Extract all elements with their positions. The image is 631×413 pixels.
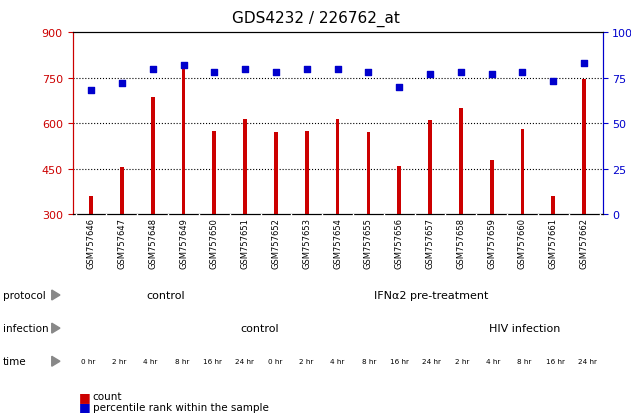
Bar <box>428 121 432 215</box>
Bar <box>213 131 216 215</box>
Text: GSM757653: GSM757653 <box>302 218 311 269</box>
Point <box>363 70 374 76</box>
Text: HIV infection: HIV infection <box>489 323 560 333</box>
Point <box>548 79 558 85</box>
Text: 16 hr: 16 hr <box>203 358 222 364</box>
Text: 8 hr: 8 hr <box>517 358 532 364</box>
Text: time: time <box>3 356 27 366</box>
Text: GSM757650: GSM757650 <box>210 218 219 269</box>
Bar <box>274 133 278 215</box>
Text: 4 hr: 4 hr <box>487 358 500 364</box>
Text: GSM757662: GSM757662 <box>580 218 589 269</box>
Text: IFNα2 pre-treatment: IFNα2 pre-treatment <box>374 290 488 300</box>
Point <box>302 66 312 73</box>
Text: 2 hr: 2 hr <box>455 358 469 364</box>
Bar <box>120 168 124 215</box>
Text: 24 hr: 24 hr <box>235 358 254 364</box>
Bar <box>459 109 463 215</box>
Text: 16 hr: 16 hr <box>391 358 410 364</box>
Text: GSM757647: GSM757647 <box>117 218 126 269</box>
Bar <box>582 80 586 215</box>
Text: ■: ■ <box>79 400 91 413</box>
Point <box>333 66 343 73</box>
Text: GSM757654: GSM757654 <box>333 218 342 269</box>
Text: 16 hr: 16 hr <box>546 358 565 364</box>
Point <box>271 70 281 76</box>
Text: 24 hr: 24 hr <box>577 358 596 364</box>
Point <box>517 70 528 76</box>
Text: percentile rank within the sample: percentile rank within the sample <box>93 402 269 412</box>
Bar <box>89 197 93 215</box>
Bar <box>521 130 524 215</box>
Bar <box>244 119 247 215</box>
Bar <box>551 197 555 215</box>
Point <box>579 61 589 67</box>
Text: GSM757661: GSM757661 <box>549 218 558 269</box>
Text: protocol: protocol <box>3 290 46 300</box>
Text: infection: infection <box>3 323 49 333</box>
Text: 2 hr: 2 hr <box>112 358 127 364</box>
Text: GSM757657: GSM757657 <box>425 218 435 269</box>
Point <box>179 62 189 69</box>
Text: GSM757658: GSM757658 <box>456 218 465 269</box>
Text: 4 hr: 4 hr <box>143 358 158 364</box>
Text: GSM757646: GSM757646 <box>86 218 95 269</box>
Text: control: control <box>147 290 186 300</box>
Bar <box>398 166 401 215</box>
Bar <box>367 133 370 215</box>
Text: 2 hr: 2 hr <box>299 358 314 364</box>
Text: GSM757649: GSM757649 <box>179 218 188 269</box>
Bar <box>182 68 186 215</box>
Point <box>240 66 250 73</box>
Text: 24 hr: 24 hr <box>422 358 440 364</box>
Text: count: count <box>93 392 122 401</box>
Text: 4 hr: 4 hr <box>331 358 345 364</box>
Text: GSM757660: GSM757660 <box>518 218 527 269</box>
Text: control: control <box>240 323 279 333</box>
Point <box>117 81 127 87</box>
Text: 0 hr: 0 hr <box>81 358 95 364</box>
Text: ■: ■ <box>79 390 91 403</box>
Text: GSM757659: GSM757659 <box>487 218 496 269</box>
Text: GSM757655: GSM757655 <box>364 218 373 269</box>
Text: 8 hr: 8 hr <box>175 358 189 364</box>
Bar <box>336 119 339 215</box>
Text: GSM757651: GSM757651 <box>240 218 250 269</box>
Text: GSM757656: GSM757656 <box>395 218 404 269</box>
Text: GSM757648: GSM757648 <box>148 218 157 269</box>
Point <box>456 70 466 76</box>
Text: 0 hr: 0 hr <box>268 358 283 364</box>
Point <box>148 66 158 73</box>
Point <box>487 71 497 78</box>
Text: 8 hr: 8 hr <box>362 358 376 364</box>
Bar <box>151 98 155 215</box>
Text: GSM757652: GSM757652 <box>271 218 280 269</box>
Bar <box>490 160 493 215</box>
Point <box>394 84 404 91</box>
Point <box>425 71 435 78</box>
Point <box>209 70 220 76</box>
Point <box>86 88 96 95</box>
Text: GDS4232 / 226762_at: GDS4232 / 226762_at <box>232 10 399 26</box>
Bar <box>305 131 309 215</box>
